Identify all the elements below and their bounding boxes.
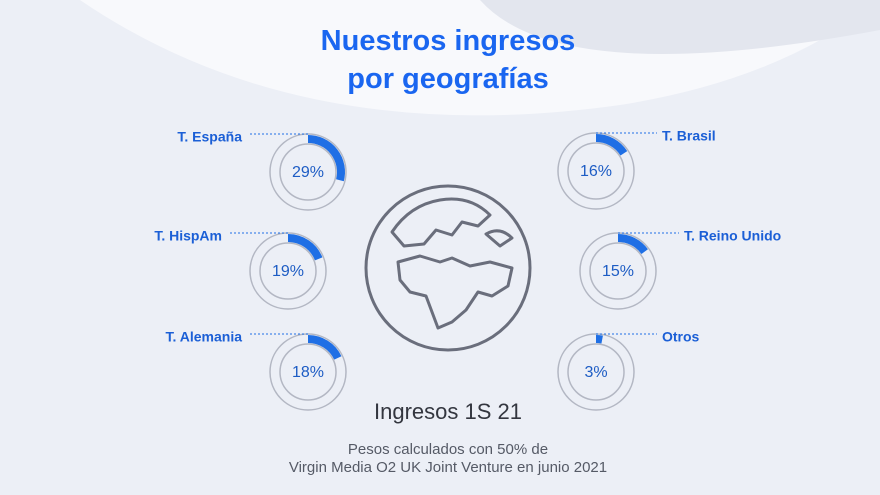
globe bbox=[364, 184, 532, 352]
value-label: 19% bbox=[272, 263, 304, 280]
value-label: 16% bbox=[580, 163, 612, 180]
gauge-arc bbox=[595, 335, 603, 344]
gauge-arc bbox=[617, 234, 648, 255]
category-label: T. Reino Unido bbox=[684, 228, 781, 244]
gauge-inner bbox=[259, 242, 317, 300]
background-shade bbox=[480, 0, 880, 55]
gauge-arc bbox=[287, 234, 323, 261]
note: Pesos calculados con 50% de Virgin Media… bbox=[288, 441, 608, 476]
category-label: T. HispAm bbox=[154, 228, 222, 244]
gauge-inner bbox=[279, 143, 337, 201]
gauge-inner bbox=[567, 343, 625, 401]
category-label: T. España bbox=[177, 129, 242, 145]
value-label: 29% bbox=[292, 164, 324, 181]
gauge-inner bbox=[279, 343, 337, 401]
gauge-inner bbox=[567, 142, 625, 200]
gauge-arc bbox=[595, 134, 628, 156]
value-label: 3% bbox=[584, 364, 607, 381]
value-label: 18% bbox=[292, 364, 324, 381]
value-label: 15% bbox=[602, 263, 634, 280]
subtitle: Ingresos 1S 21 bbox=[374, 399, 522, 424]
title: Nuestros ingresos por geografías bbox=[320, 25, 576, 95]
category-label: Otros bbox=[662, 329, 700, 345]
gauge-arc bbox=[307, 135, 345, 182]
category-label: T. Brasil bbox=[662, 128, 716, 144]
gauge-arc bbox=[307, 335, 342, 360]
category-label: T. Alemania bbox=[165, 329, 242, 345]
gauge-inner bbox=[589, 242, 647, 300]
